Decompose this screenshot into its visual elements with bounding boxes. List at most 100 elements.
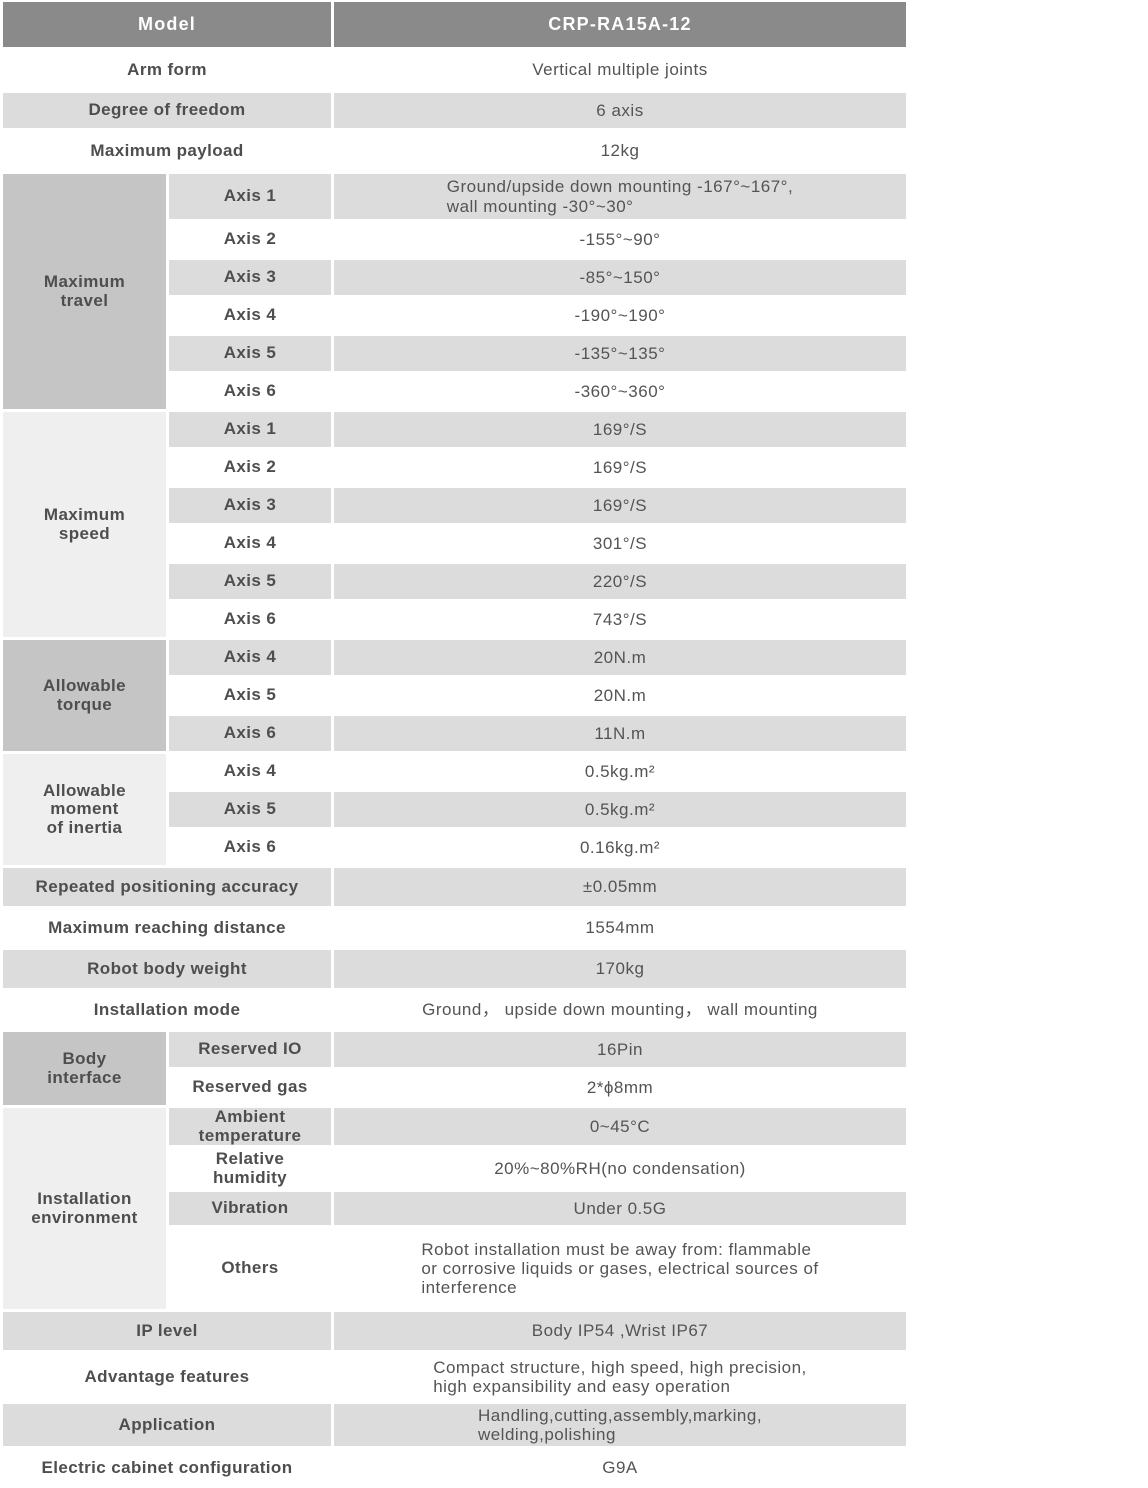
axis-value: 169°/S: [334, 412, 906, 447]
table-row-degree-of-freedom: Degree of freedom 6 axis: [3, 93, 906, 128]
row-label: Electric cabinet configuration: [41, 1457, 293, 1477]
row-value-text: Robot installation must be away from: fl…: [421, 1239, 819, 1298]
section-label: Body interface: [3, 1032, 166, 1105]
axis-label: Axis 5: [169, 792, 331, 827]
table-row-speed-axis4: Axis 4 301°/S: [169, 526, 906, 561]
table-row-torque-axis6: Axis 6 11N.m: [169, 716, 906, 751]
row-label: Relative humidity: [212, 1149, 288, 1187]
axis-value: 0.5kg.m²: [584, 761, 656, 781]
table-row-inertia-axis6: Axis 6 0.16kg.m²: [169, 830, 906, 865]
row-label: Maximum reaching distance: [48, 917, 286, 937]
axis-value: 11N.m: [334, 716, 906, 751]
axis-label: Axis 2: [223, 457, 277, 477]
table-row-robot-body-weight: Robot body weight 170kg: [3, 950, 906, 988]
table-row-speed-axis6: Axis 6 743°/S: [169, 602, 906, 637]
axis-label: Axis 6: [223, 381, 277, 401]
row-value: 6 axis: [334, 93, 906, 128]
row-value: 2*ϕ8mm: [586, 1077, 654, 1097]
table-row-speed-axis2: Axis 2 169°/S: [169, 450, 906, 485]
header-model-value: CRP-RA15A-12: [334, 2, 906, 47]
row-value: ±0.05mm: [334, 868, 906, 906]
spec-table: Model CRP-RA15A-12 Arm form Vertical mul…: [3, 2, 906, 1487]
axis-value: 301°/S: [592, 533, 648, 553]
row-label: Advantage features: [84, 1366, 250, 1386]
section-maximum-speed: Maximum speed Axis 1 169°/S Axis 2 169°/…: [3, 412, 906, 637]
table-row-reserved-gas: Reserved gas 2*ϕ8mm: [169, 1070, 906, 1105]
table-row-travel-axis1: Axis 1 Ground/upside down mounting -167°…: [169, 174, 906, 219]
axis-label: Axis 2: [223, 229, 277, 249]
table-row-torque-axis5: Axis 5 20N.m: [169, 678, 906, 713]
axis-label: Axis 6: [223, 609, 277, 629]
axis-label: Axis 4: [169, 640, 331, 675]
row-label: Robot body weight: [3, 950, 331, 988]
axis-value: 169°/S: [334, 488, 906, 523]
row-value: Handling,cutting,assembly,marking, weldi…: [334, 1404, 906, 1446]
row-label: Maximum payload: [90, 140, 244, 160]
axis-value: 220°/S: [334, 564, 906, 599]
table-row-speed-axis5: Axis 5 220°/S: [169, 564, 906, 599]
section-label: Allowable moment of inertia: [3, 754, 166, 865]
axis-label: Axis 1: [169, 174, 331, 219]
table-row-maximum-reaching-distance: Maximum reaching distance 1554mm: [3, 909, 906, 947]
axis-value: 0.5kg.m²: [334, 792, 906, 827]
table-row-travel-axis3: Axis 3 -85°~150°: [169, 260, 906, 295]
axis-value: -85°~150°: [334, 260, 906, 295]
row-label: Ambient temperature: [169, 1107, 331, 1145]
row-value: Robot installation must be away from: fl…: [334, 1228, 906, 1309]
section-allowable-torque: Allowable torque Axis 4 20N.m Axis 5 20N…: [3, 640, 906, 751]
row-label: Vibration: [169, 1192, 331, 1225]
row-value: 20%~80%RH(no condensation): [494, 1158, 746, 1178]
row-value: Vertical multiple joints: [532, 60, 708, 80]
axis-value: 169°/S: [592, 457, 648, 477]
section-label: Maximum speed: [3, 412, 166, 637]
axis-label: Axis 3: [169, 488, 331, 523]
table-row-reserved-io: Reserved IO 16Pin: [169, 1032, 906, 1067]
row-value: Under 0.5G: [334, 1192, 906, 1225]
axis-label: Axis 5: [223, 685, 277, 705]
row-label: Others: [221, 1258, 279, 1278]
header-model-label: Model: [3, 2, 331, 47]
row-value: 170kg: [334, 950, 906, 988]
axis-label: Axis 4: [223, 305, 277, 325]
section-maximum-travel: Maximum travel Axis 1 Ground/upside down…: [3, 174, 906, 409]
section-body-interface: Body interface Reserved IO 16Pin Reserve…: [3, 1032, 906, 1105]
section-label: Installation environment: [3, 1108, 166, 1309]
table-row-travel-axis5: Axis 5 -135°~135°: [169, 336, 906, 371]
row-value: Body IP54 ,Wrist IP67: [334, 1312, 906, 1350]
table-header-row: Model CRP-RA15A-12: [3, 2, 906, 47]
row-label: Installation mode: [93, 999, 241, 1019]
table-row-application: Application Handling,cutting,assembly,ma…: [3, 1404, 906, 1446]
row-label: Reserved gas: [192, 1077, 308, 1097]
axis-label: Axis 4: [223, 533, 277, 553]
axis-value: 743°/S: [592, 609, 648, 629]
table-row-inertia-axis4: Axis 4 0.5kg.m²: [169, 754, 906, 789]
table-row-vibration: Vibration Under 0.5G: [169, 1192, 906, 1225]
table-row-relative-humidity: Relative humidity 20%~80%RH(no condensat…: [169, 1148, 906, 1189]
table-row-arm-form: Arm form Vertical multiple joints: [3, 50, 906, 90]
table-row-advantage-features: Advantage features Compact structure, hi…: [3, 1353, 906, 1401]
axis-value: -135°~135°: [334, 336, 906, 371]
table-row-torque-axis4: Axis 4 20N.m: [169, 640, 906, 675]
row-label: Degree of freedom: [3, 93, 331, 128]
axis-value: 20N.m: [334, 640, 906, 675]
axis-label: Axis 4: [223, 761, 277, 781]
table-row-ip-level: IP level Body IP54 ,Wrist IP67: [3, 1312, 906, 1350]
table-row-travel-axis2: Axis 2 -155°~90°: [169, 222, 906, 257]
row-label: Reserved IO: [169, 1032, 331, 1067]
axis-label: Axis 6: [169, 716, 331, 751]
row-value: 12kg: [600, 141, 640, 161]
row-label: Repeated positioning accuracy: [3, 868, 331, 906]
table-row-installation-mode: Installation mode Ground， upside down mo…: [3, 991, 906, 1029]
row-value: 0~45°C: [334, 1108, 906, 1145]
axis-label: Axis 5: [169, 336, 331, 371]
table-row-ambient-temperature: Ambient temperature 0~45°C: [169, 1107, 906, 1145]
axis-label: Axis 5: [169, 564, 331, 599]
row-value: Compact structure, high speed, high prec…: [334, 1353, 906, 1401]
section-allowable-moment-of-inertia: Allowable moment of inertia Axis 4 0.5kg…: [3, 754, 906, 865]
table-row-travel-axis4: Axis 4 -190°~190°: [169, 298, 906, 333]
axis-value: -360°~360°: [574, 381, 666, 401]
table-row-maximum-payload: Maximum payload 12kg: [3, 131, 906, 171]
row-label: Application: [3, 1404, 331, 1446]
axis-label: Axis 1: [169, 412, 331, 447]
table-row-electric-cabinet-configuration: Electric cabinet configuration G9A: [3, 1449, 906, 1487]
